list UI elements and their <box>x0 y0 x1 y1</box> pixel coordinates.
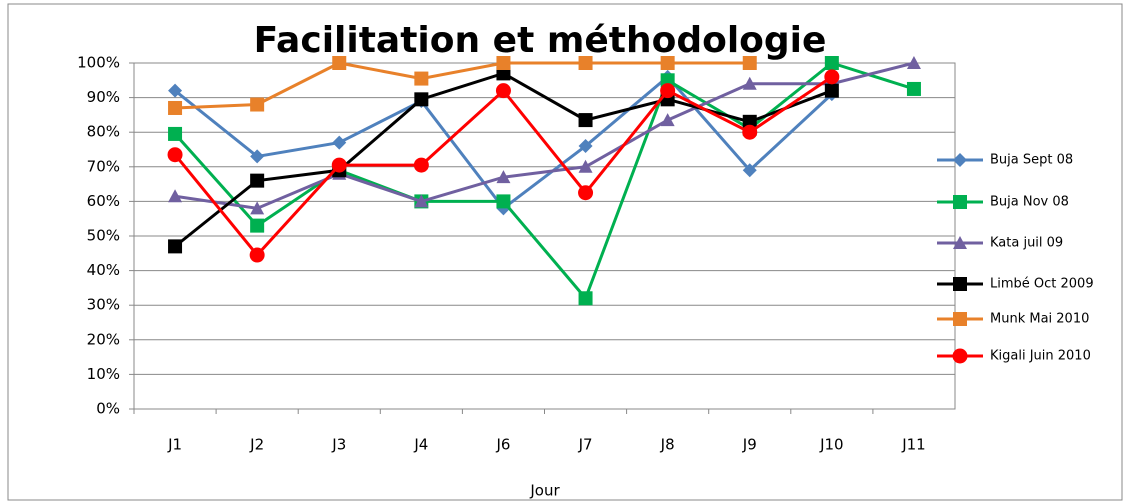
y-tick-label: 10% <box>87 365 120 383</box>
marker <box>168 100 183 115</box>
marker <box>953 312 967 326</box>
marker <box>953 236 967 249</box>
y-tick-label: 30% <box>87 296 120 314</box>
marker <box>414 92 429 107</box>
legend-label: Kigali Juin 2010 <box>990 349 1091 364</box>
x-tick-label: J9 <box>742 436 757 454</box>
y-tick-label: 80% <box>87 123 120 141</box>
legend-label: Limbé Oct 2009 <box>990 277 1094 292</box>
y-tick-label: 20% <box>87 330 120 348</box>
marker <box>660 113 675 127</box>
marker <box>578 185 594 201</box>
marker <box>496 56 511 70</box>
marker <box>414 194 429 208</box>
x-tick-label: J11 <box>901 436 926 454</box>
marker <box>742 114 757 129</box>
x-tick-label: J7 <box>578 436 593 454</box>
marker <box>578 159 593 173</box>
chart-title: Facilitation et méthodologie <box>254 20 827 61</box>
x-tick-label: J4 <box>413 436 428 454</box>
y-tick-label: 100% <box>77 54 120 72</box>
marker <box>953 153 967 167</box>
marker <box>906 56 921 69</box>
marker <box>168 189 183 203</box>
series-line <box>174 61 750 110</box>
marker <box>824 69 840 85</box>
marker <box>578 56 593 70</box>
legend-label: Munk Mai 2010 <box>990 312 1089 327</box>
x-tick-label: J2 <box>249 436 264 454</box>
x-axis-label: Jour <box>529 482 560 500</box>
marker <box>953 195 967 209</box>
marker <box>250 173 265 188</box>
marker <box>167 147 183 163</box>
marker <box>331 157 347 173</box>
marker <box>168 239 183 254</box>
marker <box>824 83 839 98</box>
marker <box>952 348 968 364</box>
x-tick-label: J3 <box>331 436 346 454</box>
marker <box>250 201 265 215</box>
marker <box>332 56 347 70</box>
marker <box>906 81 921 96</box>
marker <box>413 157 429 173</box>
marker <box>578 113 593 128</box>
marker <box>414 71 429 86</box>
y-tick-label: 40% <box>87 261 120 279</box>
marker <box>168 83 183 98</box>
y-tick-label: 50% <box>87 227 120 245</box>
legend-label: Buja Nov 08 <box>990 195 1069 210</box>
marker <box>496 194 511 209</box>
series-line <box>174 61 915 210</box>
marker <box>250 149 265 164</box>
legend: Buja Sept 08 Buja Nov 08 Kata juil 09 Limbé… <box>937 153 1094 364</box>
x-tick-label: J10 <box>819 436 844 454</box>
marker <box>249 247 265 263</box>
marker <box>250 97 265 112</box>
marker <box>742 163 757 178</box>
y-tick-label: 90% <box>87 88 120 106</box>
marker <box>168 126 183 141</box>
y-tick-label: 0% <box>96 400 120 418</box>
marker <box>742 56 757 70</box>
marker <box>578 139 593 154</box>
marker <box>250 218 265 233</box>
x-tick-label: J6 <box>495 436 510 454</box>
marker <box>332 135 347 150</box>
marker <box>824 56 839 70</box>
marker <box>953 277 967 291</box>
marker <box>660 56 675 70</box>
marker <box>495 83 511 99</box>
marker <box>660 83 676 99</box>
marker <box>496 170 511 184</box>
x-tick-label: J8 <box>660 436 675 454</box>
y-tick-label: 60% <box>87 192 120 210</box>
marker <box>578 291 593 306</box>
marker <box>742 124 758 140</box>
series-line <box>173 61 915 302</box>
legend-label: Kata juil 09 <box>990 236 1063 251</box>
marker <box>742 76 757 90</box>
chart-border <box>7 3 1123 501</box>
marker <box>660 73 675 88</box>
legend-label: Buja Sept 08 <box>990 153 1073 168</box>
y-tick-label: 70% <box>87 157 120 175</box>
x-tick-label: J1 <box>167 436 182 454</box>
